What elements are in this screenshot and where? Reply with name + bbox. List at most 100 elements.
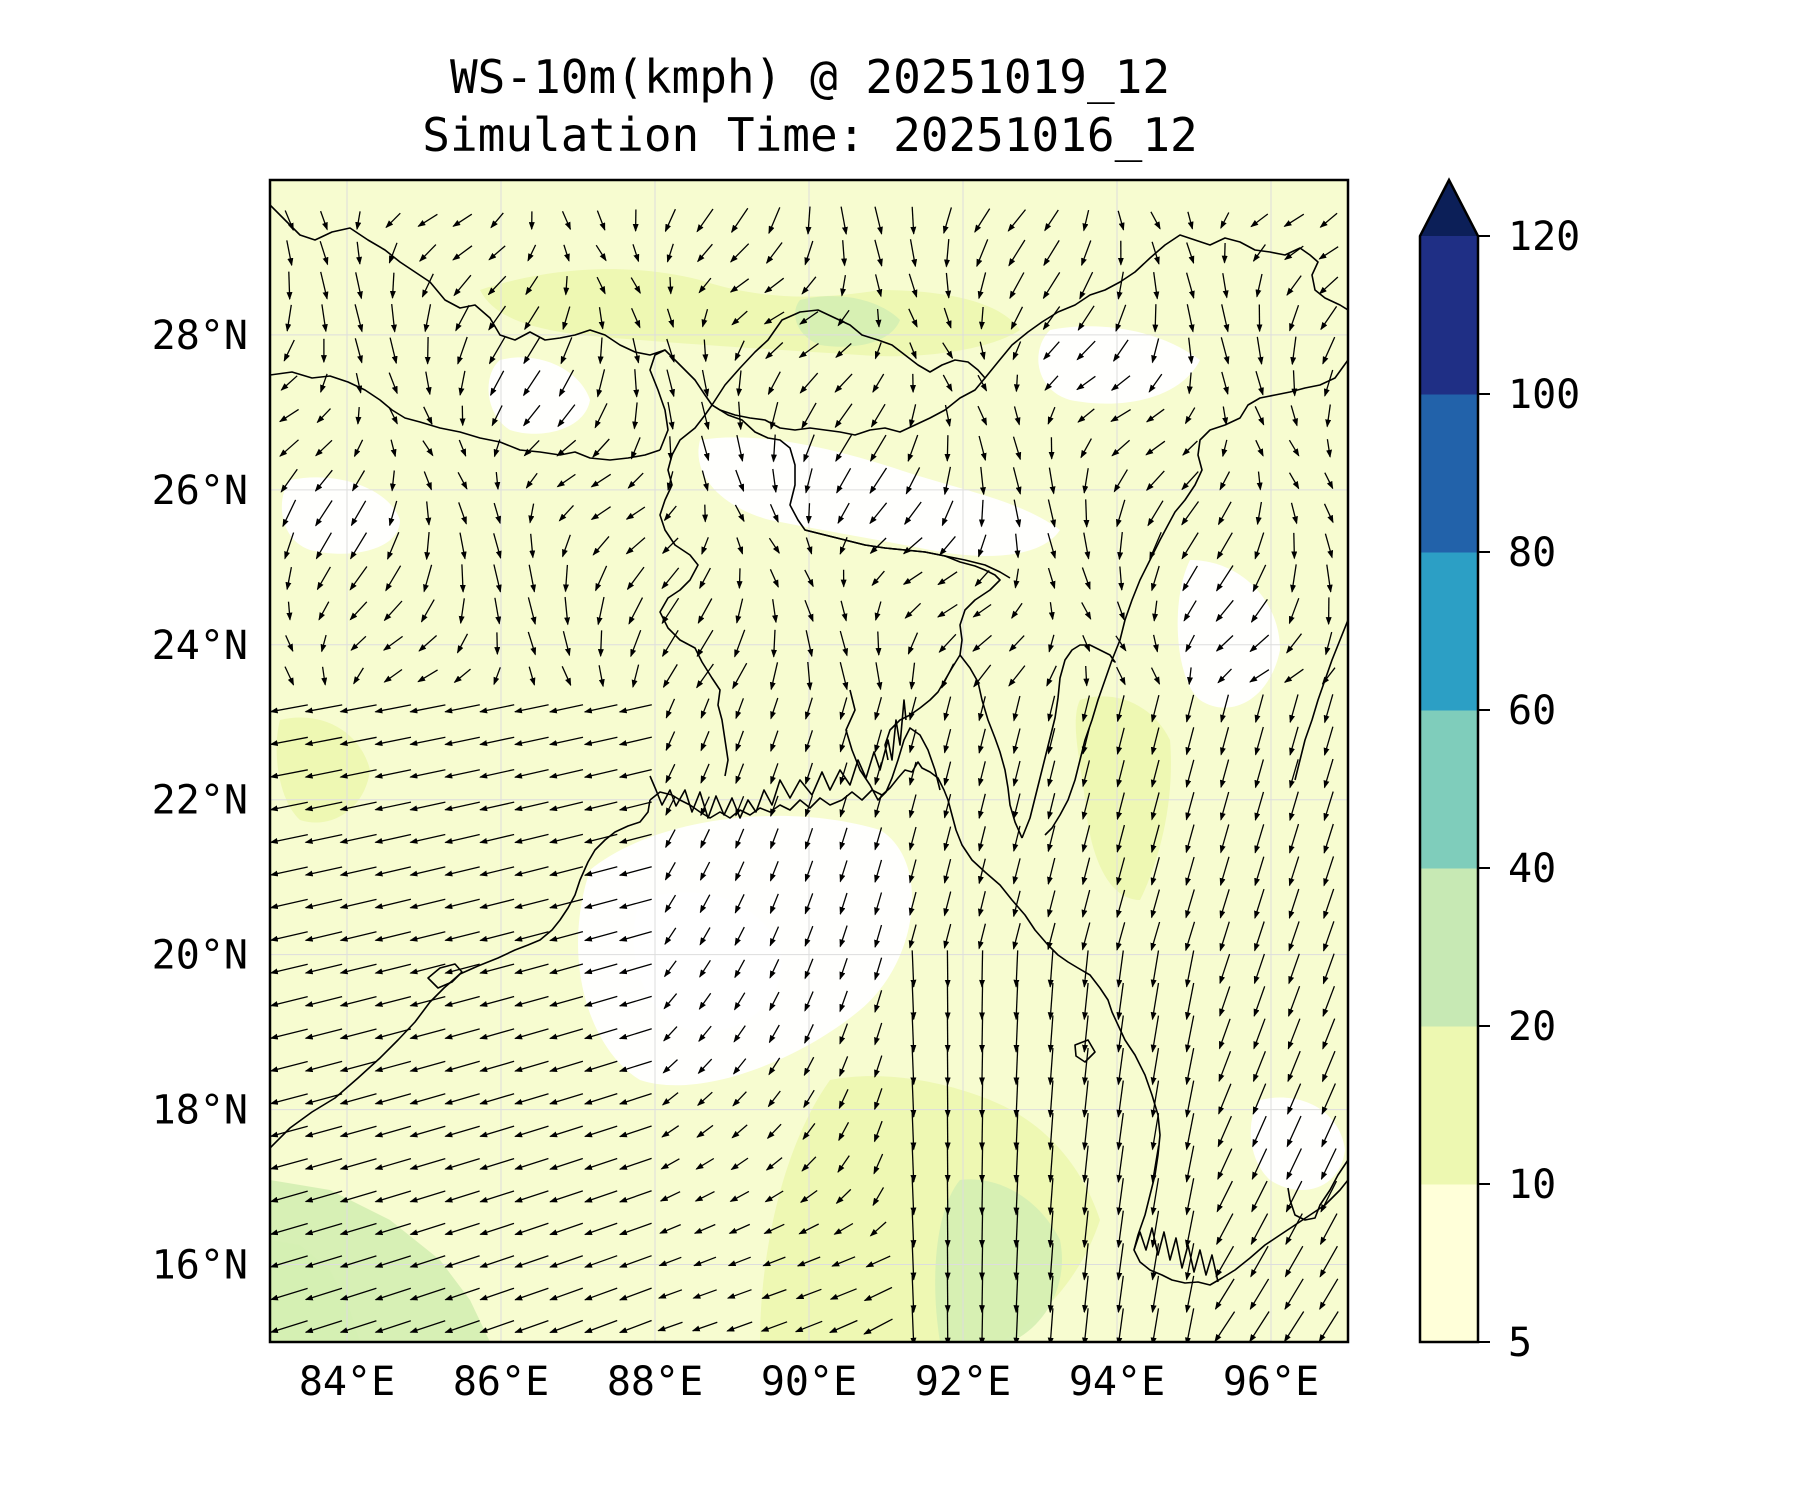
wind-vector — [1182, 440, 1198, 456]
wind-vector — [696, 1124, 714, 1138]
wind-vector — [662, 629, 679, 658]
wind-vector — [1254, 759, 1265, 789]
wind-vector — [444, 1157, 480, 1170]
wind-vector — [514, 931, 549, 942]
wind-vector — [1007, 209, 1027, 232]
wind-vector — [444, 931, 480, 942]
wind-vector — [1146, 470, 1165, 491]
wind-vector — [870, 434, 887, 462]
wind-vector — [493, 667, 501, 686]
wind-vector — [794, 1320, 823, 1333]
wind-vector — [423, 304, 432, 333]
wind-vector — [490, 212, 504, 229]
wind-vector — [699, 861, 711, 881]
wind-vector — [804, 991, 814, 1012]
wind-vector — [286, 271, 293, 301]
colorbar-tick-label: 20 — [1508, 1004, 1556, 1050]
wind-vector — [479, 1319, 515, 1334]
wind-vector — [1185, 792, 1195, 821]
colorbar-tick-label: 80 — [1508, 530, 1556, 576]
wind-vector — [974, 569, 990, 587]
wind-vector — [698, 992, 712, 1010]
wind-vector — [1319, 1213, 1338, 1246]
wind-vector — [1323, 726, 1334, 756]
wind-vector — [1219, 824, 1230, 854]
wind-vector — [1187, 211, 1194, 230]
wind-vector — [736, 568, 743, 590]
wind-vector — [339, 769, 377, 779]
wind-vector — [304, 736, 343, 747]
wind-vector — [618, 768, 652, 779]
wind-vector — [979, 1015, 986, 1053]
lon-tick-label: 92°E — [915, 1359, 1011, 1405]
wind-vector — [731, 207, 749, 234]
wind-vector — [320, 634, 327, 653]
wind-vector — [1288, 439, 1300, 457]
title-line-2: Simulation Time: 20251016_12 — [422, 108, 1198, 162]
wind-vector — [664, 861, 676, 881]
wind-vector — [978, 435, 987, 462]
wind-vector — [444, 736, 480, 747]
wind-vector — [632, 338, 640, 364]
wind-vector — [1082, 950, 1089, 988]
wind-vector — [409, 1093, 446, 1105]
wind-vector — [479, 736, 515, 746]
speed-region-2 — [698, 437, 1060, 556]
wind-vector — [769, 503, 779, 523]
wind-vector — [304, 801, 343, 812]
wind-vector — [805, 537, 813, 555]
wind-vector — [836, 467, 852, 494]
wind-vector — [1111, 439, 1131, 457]
wind-vector — [700, 829, 710, 849]
wind-vector — [910, 1275, 917, 1314]
wind-vector — [1286, 1148, 1302, 1181]
wind-vector — [663, 1026, 678, 1042]
wind-vector — [514, 1190, 549, 1203]
wind-vector — [1254, 694, 1264, 724]
wind-vector — [838, 1121, 850, 1142]
wind-vector — [804, 599, 814, 623]
wind-vector — [1322, 985, 1336, 1018]
wind-vector — [1047, 760, 1056, 788]
wind-vector — [1076, 375, 1096, 391]
wind-vector — [1116, 1178, 1124, 1216]
wind-vector — [1216, 1180, 1233, 1213]
wind-vector — [479, 898, 515, 910]
wind-vector — [702, 339, 709, 363]
wind-vector — [284, 210, 294, 232]
wind-vector — [1322, 953, 1335, 985]
wind-vector — [417, 213, 438, 227]
wind-vector — [479, 866, 515, 877]
map-area — [270, 180, 1348, 1342]
wind-vector — [801, 276, 817, 295]
wind-vector — [457, 471, 468, 490]
wind-vector — [304, 898, 343, 910]
wind-vector — [1150, 889, 1161, 919]
wind-vector — [1081, 760, 1091, 788]
wind-vector — [339, 1320, 377, 1333]
colorbar-segment — [1420, 868, 1478, 1027]
wind-vector — [493, 439, 501, 458]
wind-vector — [904, 602, 922, 619]
wind-vector — [514, 898, 549, 909]
wind-vector — [839, 537, 848, 555]
wind-vector — [1150, 565, 1160, 592]
wind-vector — [696, 629, 714, 658]
wind-vector — [457, 336, 468, 365]
wind-vector — [409, 704, 446, 714]
wind-vector — [798, 1223, 819, 1235]
wind-vector — [839, 925, 848, 948]
wind-vector — [1044, 375, 1059, 391]
wind-vector — [491, 405, 503, 427]
wind-vector — [514, 1287, 549, 1301]
wind-vector — [1116, 824, 1126, 853]
wind-vector — [1286, 633, 1303, 654]
wind-vector — [304, 704, 343, 714]
wind-vector — [479, 963, 515, 975]
wind-vector — [657, 1321, 683, 1332]
wind-vector — [270, 1060, 308, 1073]
wind-vector — [417, 669, 438, 683]
wind-vector — [902, 537, 923, 555]
wind-vector — [549, 801, 584, 812]
wind-vector — [1318, 1311, 1339, 1342]
